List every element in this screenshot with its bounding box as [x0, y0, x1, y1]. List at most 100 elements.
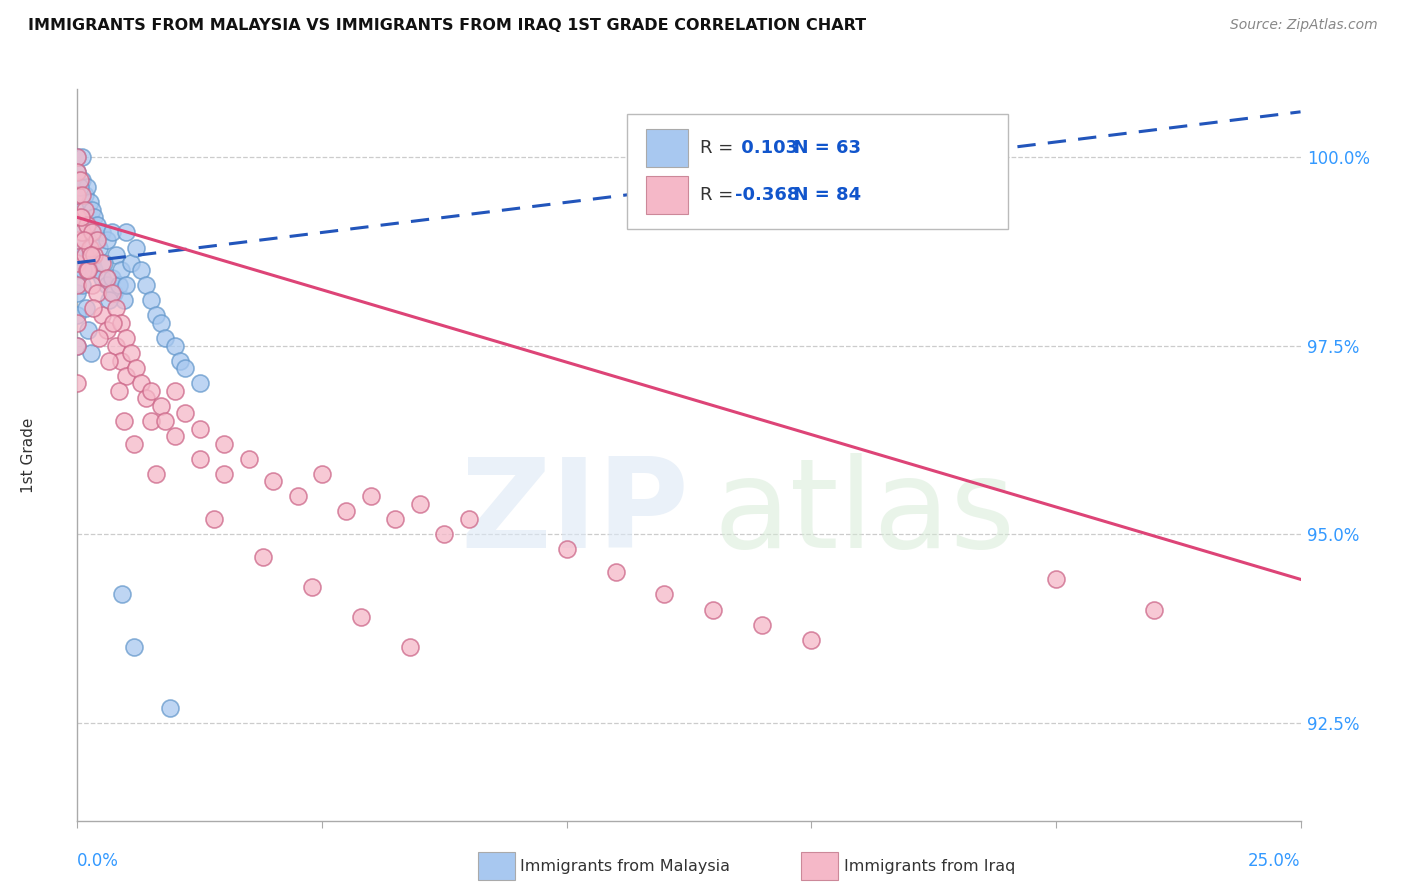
- Point: [90, 255, 112, 269]
- Point: [301, 580, 323, 594]
- Point: [105, 338, 128, 352]
- Point: [122, 436, 145, 450]
- Text: Source: ZipAtlas.com: Source: ZipAtlas.com: [1230, 18, 1378, 32]
- Point: [174, 407, 197, 421]
- Point: [105, 301, 128, 315]
- Point: [1143, 602, 1166, 616]
- Point: [83, 263, 105, 277]
- Point: [100, 226, 122, 240]
- Point: [800, 632, 823, 647]
- Point: [105, 248, 128, 262]
- Point: [80, 255, 103, 269]
- Point: [751, 617, 773, 632]
- Point: [69, 172, 91, 186]
- Point: [96, 233, 118, 247]
- Text: 25.0%: 25.0%: [1249, 852, 1301, 870]
- Point: [80, 226, 103, 240]
- Point: [70, 187, 93, 202]
- Text: Immigrants from Malaysia: Immigrants from Malaysia: [520, 859, 730, 873]
- Point: [66, 233, 89, 247]
- Point: [115, 226, 138, 240]
- Point: [86, 218, 108, 232]
- Text: 1st Grade: 1st Grade: [21, 417, 37, 492]
- Point: [66, 248, 89, 262]
- Point: [112, 293, 135, 308]
- Point: [66, 255, 89, 269]
- Point: [135, 278, 157, 293]
- Point: [73, 233, 96, 247]
- Point: [80, 202, 103, 217]
- Point: [70, 150, 93, 164]
- Point: [384, 512, 406, 526]
- Point: [66, 165, 89, 179]
- Point: [112, 414, 135, 428]
- Point: [70, 211, 93, 225]
- Point: [125, 361, 148, 376]
- Point: [89, 331, 111, 345]
- Text: R =: R =: [700, 186, 740, 203]
- Point: [238, 451, 260, 466]
- Point: [98, 353, 121, 368]
- Point: [76, 218, 98, 232]
- Point: [77, 263, 100, 277]
- Point: [73, 248, 96, 262]
- Point: [75, 301, 97, 315]
- Point: [76, 263, 98, 277]
- Point: [1045, 572, 1067, 586]
- Point: [79, 248, 101, 262]
- Point: [115, 278, 138, 293]
- Point: [120, 255, 142, 269]
- Point: [399, 640, 422, 655]
- Point: [110, 263, 132, 277]
- Point: [174, 361, 197, 376]
- Point: [86, 285, 108, 300]
- Point: [70, 226, 93, 240]
- Point: [110, 316, 132, 330]
- Point: [129, 376, 152, 391]
- Point: [100, 270, 122, 285]
- Text: ZIP: ZIP: [460, 453, 689, 574]
- Point: [66, 187, 89, 202]
- Point: [96, 270, 118, 285]
- Point: [66, 285, 89, 300]
- Point: [111, 587, 134, 601]
- Point: [702, 602, 724, 616]
- Text: IMMIGRANTS FROM MALAYSIA VS IMMIGRANTS FROM IRAQ 1ST GRADE CORRELATION CHART: IMMIGRANTS FROM MALAYSIA VS IMMIGRANTS F…: [28, 18, 866, 33]
- Point: [110, 353, 132, 368]
- Point: [66, 211, 89, 225]
- Point: [90, 226, 112, 240]
- Point: [101, 316, 124, 330]
- Text: -0.368: -0.368: [735, 186, 799, 203]
- Point: [66, 263, 89, 277]
- Point: [66, 150, 89, 164]
- Point: [66, 338, 89, 352]
- Point: [252, 549, 274, 564]
- Point: [98, 293, 121, 308]
- Point: [86, 233, 108, 247]
- Point: [73, 233, 96, 247]
- Point: [135, 392, 157, 406]
- Point: [605, 565, 627, 579]
- Point: [66, 338, 89, 352]
- Text: R =: R =: [700, 139, 740, 157]
- Point: [139, 384, 162, 398]
- Point: [79, 248, 101, 262]
- Point: [287, 489, 309, 503]
- Point: [108, 278, 131, 293]
- Point: [159, 700, 181, 714]
- Point: [70, 241, 93, 255]
- Point: [165, 338, 187, 352]
- Point: [83, 211, 105, 225]
- Point: [103, 285, 125, 300]
- Point: [73, 202, 96, 217]
- Point: [165, 429, 187, 443]
- Point: [82, 301, 104, 315]
- Point: [79, 241, 101, 255]
- Point: [66, 278, 89, 293]
- Point: [188, 376, 211, 391]
- Point: [165, 384, 187, 398]
- Point: [66, 187, 89, 202]
- Point: [70, 172, 93, 186]
- Point: [100, 285, 122, 300]
- Point: [66, 376, 89, 391]
